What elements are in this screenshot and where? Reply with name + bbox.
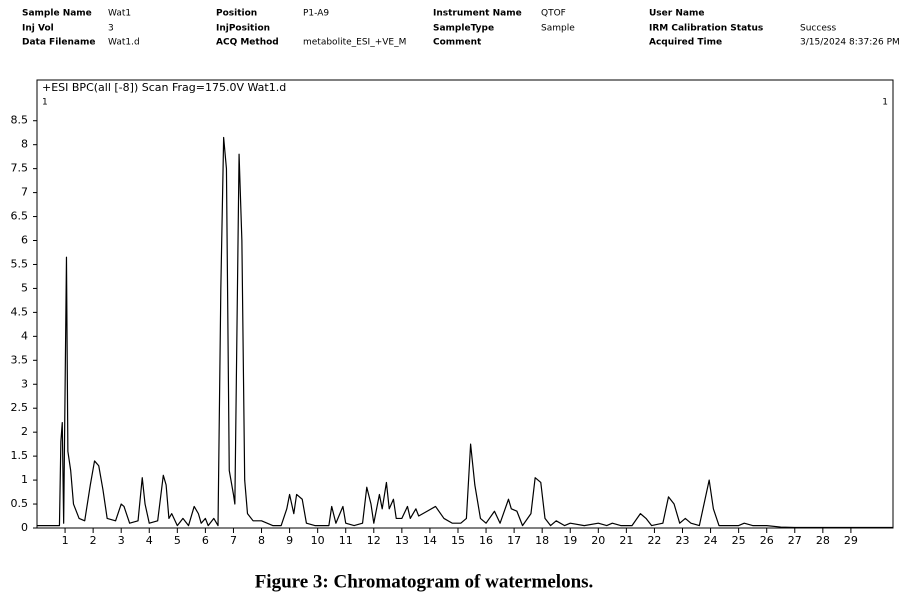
y-tick-label: 5 bbox=[21, 281, 28, 294]
y-tick-label: 6.5 bbox=[11, 210, 29, 223]
x-tick-label: 8 bbox=[258, 534, 265, 547]
field-label: Data Filename bbox=[22, 38, 95, 48]
corner-label: 1 bbox=[882, 98, 888, 108]
x-tick-label: 22 bbox=[647, 534, 661, 547]
figure-caption: Figure 3: Chromatogram of watermelons. bbox=[255, 571, 594, 592]
field-label: InjPosition bbox=[216, 24, 270, 34]
x-tick-label: 15 bbox=[451, 534, 465, 547]
y-tick-label: 0 bbox=[21, 521, 28, 534]
y-tick-label: 5.5 bbox=[11, 257, 29, 270]
field-label: ACQ Method bbox=[216, 38, 279, 48]
y-tick-label: 1.5 bbox=[11, 449, 29, 462]
x-tick-label: 4 bbox=[146, 534, 153, 547]
field-label: User Name bbox=[649, 9, 704, 19]
field-label: Instrument Name bbox=[433, 9, 522, 19]
field-value: metabolite_ESI_+VE_M bbox=[303, 38, 406, 48]
y-tick-label: 3 bbox=[21, 377, 28, 390]
x-tick-label: 28 bbox=[816, 534, 830, 547]
chart-title: +ESI BPC(all [-8]) Scan Frag=175.0V Wat1… bbox=[42, 81, 286, 94]
x-tick-label: 19 bbox=[563, 534, 577, 547]
y-tick-label: 8.5 bbox=[11, 114, 29, 127]
y-tick-label: 4.5 bbox=[11, 305, 29, 318]
field-label: SampleType bbox=[433, 24, 494, 34]
field-value: QTOF bbox=[541, 9, 566, 19]
x-tick-label: 10 bbox=[311, 534, 325, 547]
x-tick-label: 27 bbox=[788, 534, 802, 547]
x-tick-label: 13 bbox=[395, 534, 409, 547]
x-tick-label: 5 bbox=[174, 534, 181, 547]
field-label: Sample Name bbox=[22, 9, 92, 19]
y-tick-label: 0.5 bbox=[11, 497, 29, 510]
field-label: IRM Calibration Status bbox=[649, 24, 763, 34]
x-tick-label: 14 bbox=[423, 534, 437, 547]
y-tick-label: 7.5 bbox=[11, 162, 29, 175]
x-tick-label: 12 bbox=[367, 534, 381, 547]
x-tick-label: 18 bbox=[535, 534, 549, 547]
x-tick-label: 16 bbox=[479, 534, 493, 547]
x-tick-label: 21 bbox=[619, 534, 633, 547]
y-tick-label: 4 bbox=[21, 329, 28, 342]
field-value: Wat1 bbox=[108, 9, 131, 19]
x-tick-label: 3 bbox=[118, 534, 125, 547]
x-tick-label: 2 bbox=[90, 534, 97, 547]
field-value: Success bbox=[800, 24, 837, 34]
y-tick-label: 8 bbox=[21, 138, 28, 151]
field-label: Position bbox=[216, 9, 257, 19]
y-tick-label: 2 bbox=[21, 425, 28, 438]
corner-label: 1 bbox=[42, 98, 48, 108]
x-tick-label: 24 bbox=[704, 534, 718, 547]
x-tick-label: 26 bbox=[760, 534, 774, 547]
y-tick-label: 7 bbox=[21, 186, 28, 199]
field-label: Comment bbox=[433, 38, 482, 48]
x-tick-label: 6 bbox=[202, 534, 209, 547]
plot-frame bbox=[36, 79, 894, 529]
x-tick-label: 17 bbox=[507, 534, 521, 547]
x-tick-label: 29 bbox=[844, 534, 858, 547]
y-tick-label: 6 bbox=[21, 234, 28, 247]
y-tick-label: 2.5 bbox=[11, 401, 29, 414]
chromatogram-line bbox=[37, 136, 893, 529]
x-tick-label: 20 bbox=[591, 534, 605, 547]
x-tick-label: 9 bbox=[286, 534, 293, 547]
field-value: Sample bbox=[541, 24, 575, 34]
x-tick-label: 11 bbox=[339, 534, 353, 547]
field-value: Wat1.d bbox=[108, 38, 140, 48]
x-tick-label: 7 bbox=[230, 534, 237, 547]
field-label: Acquired Time bbox=[649, 38, 722, 48]
field-value: 3/15/2024 8:37:26 PM bbox=[800, 38, 900, 48]
field-value: 3 bbox=[108, 24, 114, 34]
y-tick-label: 1 bbox=[21, 473, 28, 486]
x-tick-label: 23 bbox=[676, 534, 690, 547]
y-tick-label: 3.5 bbox=[11, 353, 29, 366]
field-value: P1-A9 bbox=[303, 9, 329, 19]
x-tick-label: 25 bbox=[732, 534, 746, 547]
x-tick-label: 1 bbox=[62, 534, 69, 547]
field-label: Inj Vol bbox=[22, 24, 54, 34]
